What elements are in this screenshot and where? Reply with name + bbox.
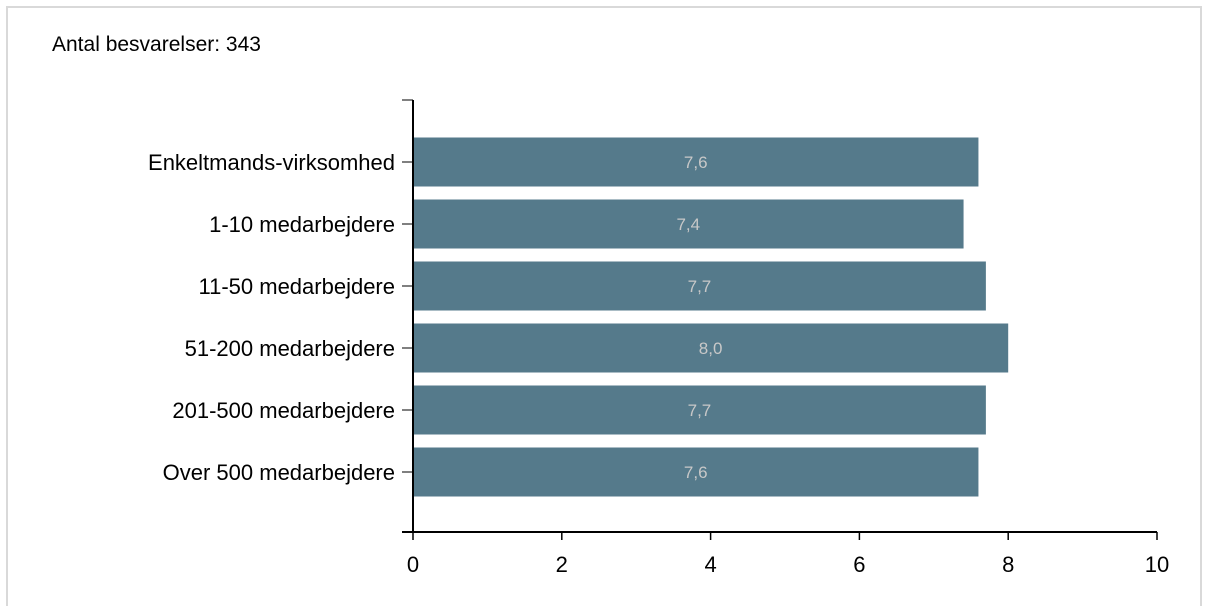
bar — [414, 261, 986, 311]
x-tick-label: 4 — [704, 552, 716, 577]
bar — [414, 385, 986, 435]
data-label: 7,6 — [684, 153, 708, 172]
response-count: Antal besvarelser: 343 — [52, 33, 261, 56]
x-tick-label: 6 — [853, 552, 865, 577]
bar — [414, 447, 979, 497]
data-label: 8,0 — [699, 339, 723, 358]
data-label: 7,4 — [676, 215, 700, 234]
category-label: 1-10 medarbejdere — [209, 212, 395, 237]
bar — [414, 137, 979, 187]
bar — [414, 323, 1009, 373]
x-tick-label: 8 — [1002, 552, 1014, 577]
x-tick-label: 10 — [1145, 552, 1169, 577]
category-label: Enkeltmands-virksomhed — [148, 150, 395, 175]
x-tick-label: 0 — [407, 552, 419, 577]
category-label: 51-200 medarbejdere — [185, 336, 395, 361]
x-tick-label: 2 — [556, 552, 568, 577]
bar — [414, 199, 964, 249]
data-label: 7,6 — [684, 463, 708, 482]
category-label: Over 500 medarbejdere — [163, 460, 395, 485]
category-label: 11-50 medarbejdere — [199, 274, 396, 299]
data-label: 7,7 — [688, 401, 712, 420]
category-label: 201-500 medarbejdere — [172, 398, 395, 423]
data-label: 7,7 — [688, 277, 712, 296]
